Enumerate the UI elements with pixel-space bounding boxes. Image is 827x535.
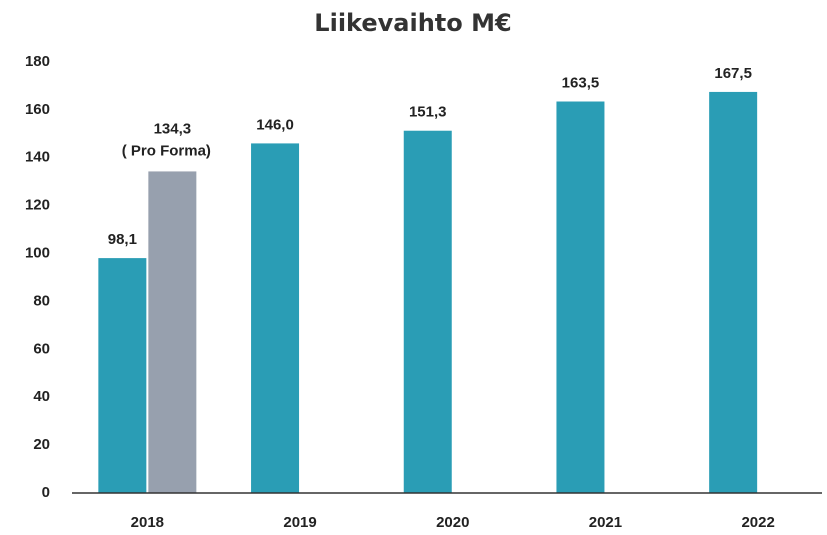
value-label: 98,1: [108, 231, 137, 248]
y-tick-label: 160: [25, 101, 50, 118]
x-tick-label: 2018: [131, 514, 164, 531]
y-tick-label: 60: [33, 340, 50, 357]
annotation: ( Pro Forma): [122, 142, 211, 159]
x-tick-label: 2020: [436, 514, 469, 531]
bar: [403, 130, 452, 493]
value-label: 151,3: [409, 104, 447, 121]
bar: [709, 91, 758, 494]
value-label: 134,3: [154, 120, 192, 137]
y-tick-label: 20: [33, 436, 50, 453]
value-label: 146,0: [256, 116, 294, 133]
value-label: 163,5: [562, 74, 600, 91]
y-tick-label: 80: [33, 292, 50, 309]
y-tick-label: 40: [33, 388, 50, 405]
y-tick-label: 120: [25, 197, 50, 214]
y-tick-label: 0: [42, 484, 50, 501]
y-tick-label: 100: [25, 245, 50, 262]
x-tick-label: 2021: [589, 514, 622, 531]
bar: [251, 143, 300, 493]
bar: [556, 101, 605, 493]
x-tick-label: 2022: [741, 514, 774, 531]
value-label: 167,5: [714, 65, 752, 82]
bar: [148, 171, 197, 493]
y-tick-label: 180: [25, 53, 50, 70]
chart-title: Liikevaihto M€: [314, 9, 511, 37]
bar: [98, 258, 147, 493]
y-tick-label: 140: [25, 149, 50, 166]
x-tick-label: 2019: [283, 514, 316, 531]
